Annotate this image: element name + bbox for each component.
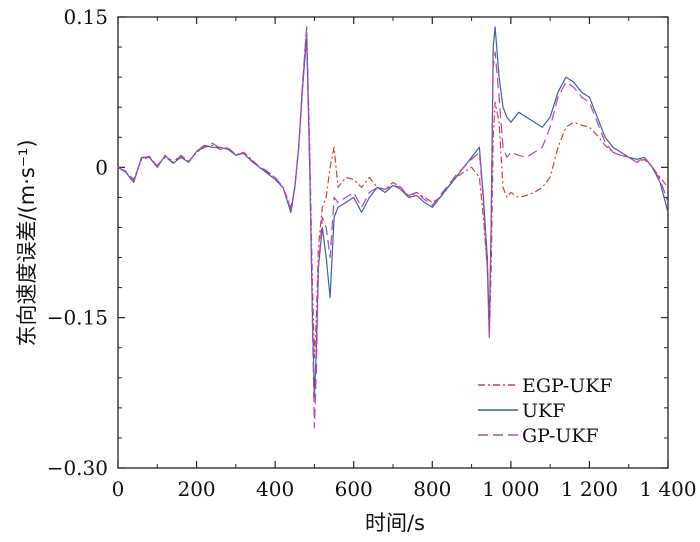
y-tick-label: −0.15 bbox=[47, 306, 108, 330]
x-tick-label: 200 bbox=[177, 477, 215, 501]
series-line-egp-ukf bbox=[117, 26, 669, 359]
legend-label: UKF bbox=[522, 400, 565, 422]
series-line-gp-ukf bbox=[117, 26, 669, 429]
y-tick-label: 0 bbox=[95, 155, 108, 179]
series-line-ukf bbox=[117, 26, 669, 399]
y-tick-label: 0.15 bbox=[63, 5, 108, 29]
legend: EGP-UKF UKF GP-UKF bbox=[478, 375, 613, 447]
legend-label: EGP-UKF bbox=[522, 375, 613, 397]
axis-ticks bbox=[117, 16, 669, 469]
x-tick-labels: 0 200 400 600 800 1 000 1 200 1 400 bbox=[112, 477, 697, 501]
y-axis-title: 东向速度误差/(m·s⁻¹) bbox=[15, 139, 39, 346]
plot-border bbox=[117, 16, 669, 469]
plot-frame bbox=[117, 16, 669, 469]
y-tick-label: −0.30 bbox=[47, 456, 108, 480]
x-tick-label: 600 bbox=[335, 477, 373, 501]
x-tick-label: 1 000 bbox=[482, 477, 539, 501]
legend-label: GP-UKF bbox=[522, 425, 599, 447]
x-tick-label: 800 bbox=[413, 477, 451, 501]
x-tick-label: 400 bbox=[256, 477, 294, 501]
x-tick-label: 1 200 bbox=[561, 477, 618, 501]
x-axis-title: 时间/s bbox=[365, 511, 425, 535]
x-tick-label: 0 bbox=[112, 477, 125, 501]
series-lines bbox=[117, 26, 669, 429]
y-tick-labels: −0.30 −0.15 0 0.15 bbox=[47, 5, 108, 480]
x-tick-label: 1 400 bbox=[639, 477, 696, 501]
